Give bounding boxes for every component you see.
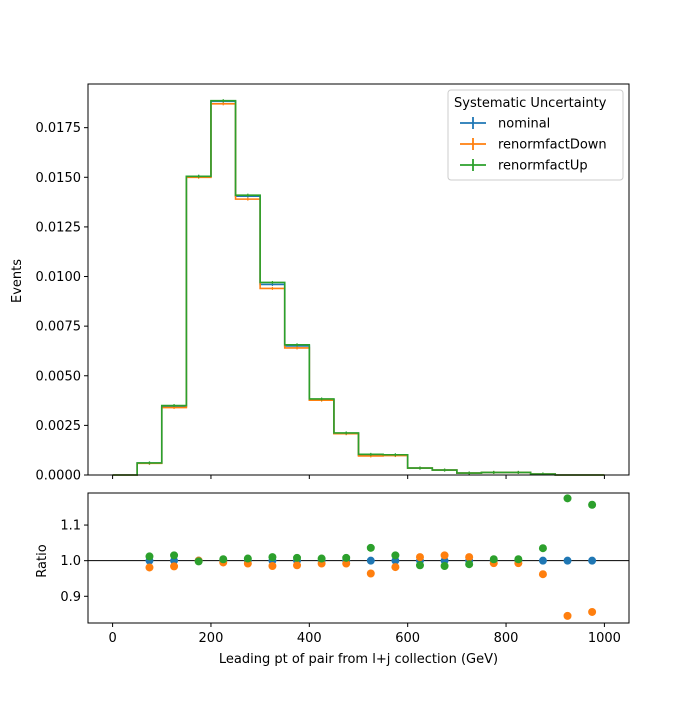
ratio-point-renormfactDown	[170, 562, 179, 571]
ratio-point-nominal	[366, 556, 375, 565]
x-axis-label: Leading pt of pair from l+j collection (…	[219, 652, 498, 667]
main-y-tick-label: 0.0000	[36, 469, 82, 484]
main-y-tick-label: 0.0100	[36, 270, 82, 285]
legend: Systematic Uncertainty nominal renormfact…	[447, 89, 624, 181]
main-plot-frame	[87, 83, 630, 476]
ratio-x-tick-label: 400	[297, 631, 322, 646]
ratio-point-renormfactUp	[563, 494, 572, 503]
ratio-y-tick-label: 1.0	[60, 554, 81, 569]
ratio-point-renormfactUp	[219, 555, 228, 564]
main-y-tick-label: 0.0050	[36, 369, 82, 384]
ratio-point-renormfactUp	[293, 553, 302, 562]
legend-label-renormfactUp: renormfactUp	[498, 159, 588, 174]
ratio-point-renormfactUp	[440, 562, 449, 571]
ratio-point-renormfactUp	[489, 555, 498, 564]
ratio-point-nominal	[563, 556, 572, 565]
ratio-point-renormfactDown	[342, 559, 351, 568]
main-y-tick-label: 0.0150	[36, 171, 82, 186]
ratio-point-renormfactDown	[415, 553, 424, 562]
main-y-tick-label: 0.0175	[36, 121, 82, 136]
legend-frame	[447, 89, 624, 181]
ratio-point-renormfactUp	[145, 552, 154, 561]
legend-label-renormfactDown: renormfactDown	[498, 138, 607, 153]
ratio-point-renormfactDown	[268, 562, 277, 571]
ratio-point-renormfactUp	[366, 543, 375, 552]
ratio-point-renormfactUp	[194, 557, 203, 566]
legend-entries: nominal renormfactDown renormfactUp	[460, 117, 607, 174]
ratio-point-renormfactUp	[465, 560, 474, 569]
legend-label-nominal: nominal	[498, 117, 550, 132]
ratio-y-tick-label: 1.1	[60, 519, 81, 534]
ratio-point-renormfactUp	[342, 553, 351, 562]
ratio-point-renormfactUp	[170, 551, 179, 560]
ratio-point-renormfactDown	[145, 563, 154, 572]
ratio-point-renormfactDown	[391, 563, 400, 572]
ratio-point-renormfactDown	[563, 611, 572, 620]
ratio-y-tick-label: 0.9	[60, 590, 81, 605]
ratio-point-renormfactDown	[366, 569, 375, 578]
ratio-point-renormfactUp	[243, 554, 252, 563]
ratio-point-renormfactUp	[317, 554, 326, 563]
ratio-point-renormfactUp	[268, 553, 277, 562]
ratio-x-tick-label: 600	[395, 631, 420, 646]
ratio-point-renormfactUp	[588, 500, 597, 509]
ratio-x-tick-label: 800	[494, 631, 519, 646]
ratio-point-renormfactUp	[514, 555, 523, 564]
ratio-x-tick-label: 200	[199, 631, 224, 646]
main-y-tick-label: 0.0025	[36, 419, 82, 434]
ratio-x-tick-label: 0	[108, 631, 116, 646]
ratio-panel: 0.9 1.0 1.1 0 200 400 600 800 1000	[60, 492, 630, 646]
ratio-point-renormfactDown	[538, 570, 547, 579]
ratio-point-nominal	[538, 556, 547, 565]
ratio-x-tick-label: 1000	[588, 631, 621, 646]
main-panel: 0.0000 0.0025 0.0050 0.0075 0.0100 0.0125 0.01…	[36, 83, 630, 484]
ratio-point-renormfactUp	[415, 561, 424, 570]
ratio-plot-frame	[87, 492, 630, 624]
ratio-point-renormfactDown	[465, 553, 474, 562]
ratio-point-renormfactDown	[440, 551, 449, 560]
ratio-point-renormfactDown	[588, 607, 597, 616]
ratio-point-nominal	[588, 556, 597, 565]
main-y-tick-label: 0.0125	[36, 220, 82, 235]
ratio-y-axis-label: Ratio	[35, 544, 50, 577]
ratio-point-renormfactDown	[293, 561, 302, 570]
main-y-tick-label: 0.0075	[36, 320, 82, 335]
main-y-axis-label: Events	[10, 259, 25, 303]
legend-title: Systematic Uncertainty	[454, 96, 607, 111]
ratio-point-renormfactUp	[538, 544, 547, 553]
ratio-point-renormfactUp	[391, 551, 400, 560]
